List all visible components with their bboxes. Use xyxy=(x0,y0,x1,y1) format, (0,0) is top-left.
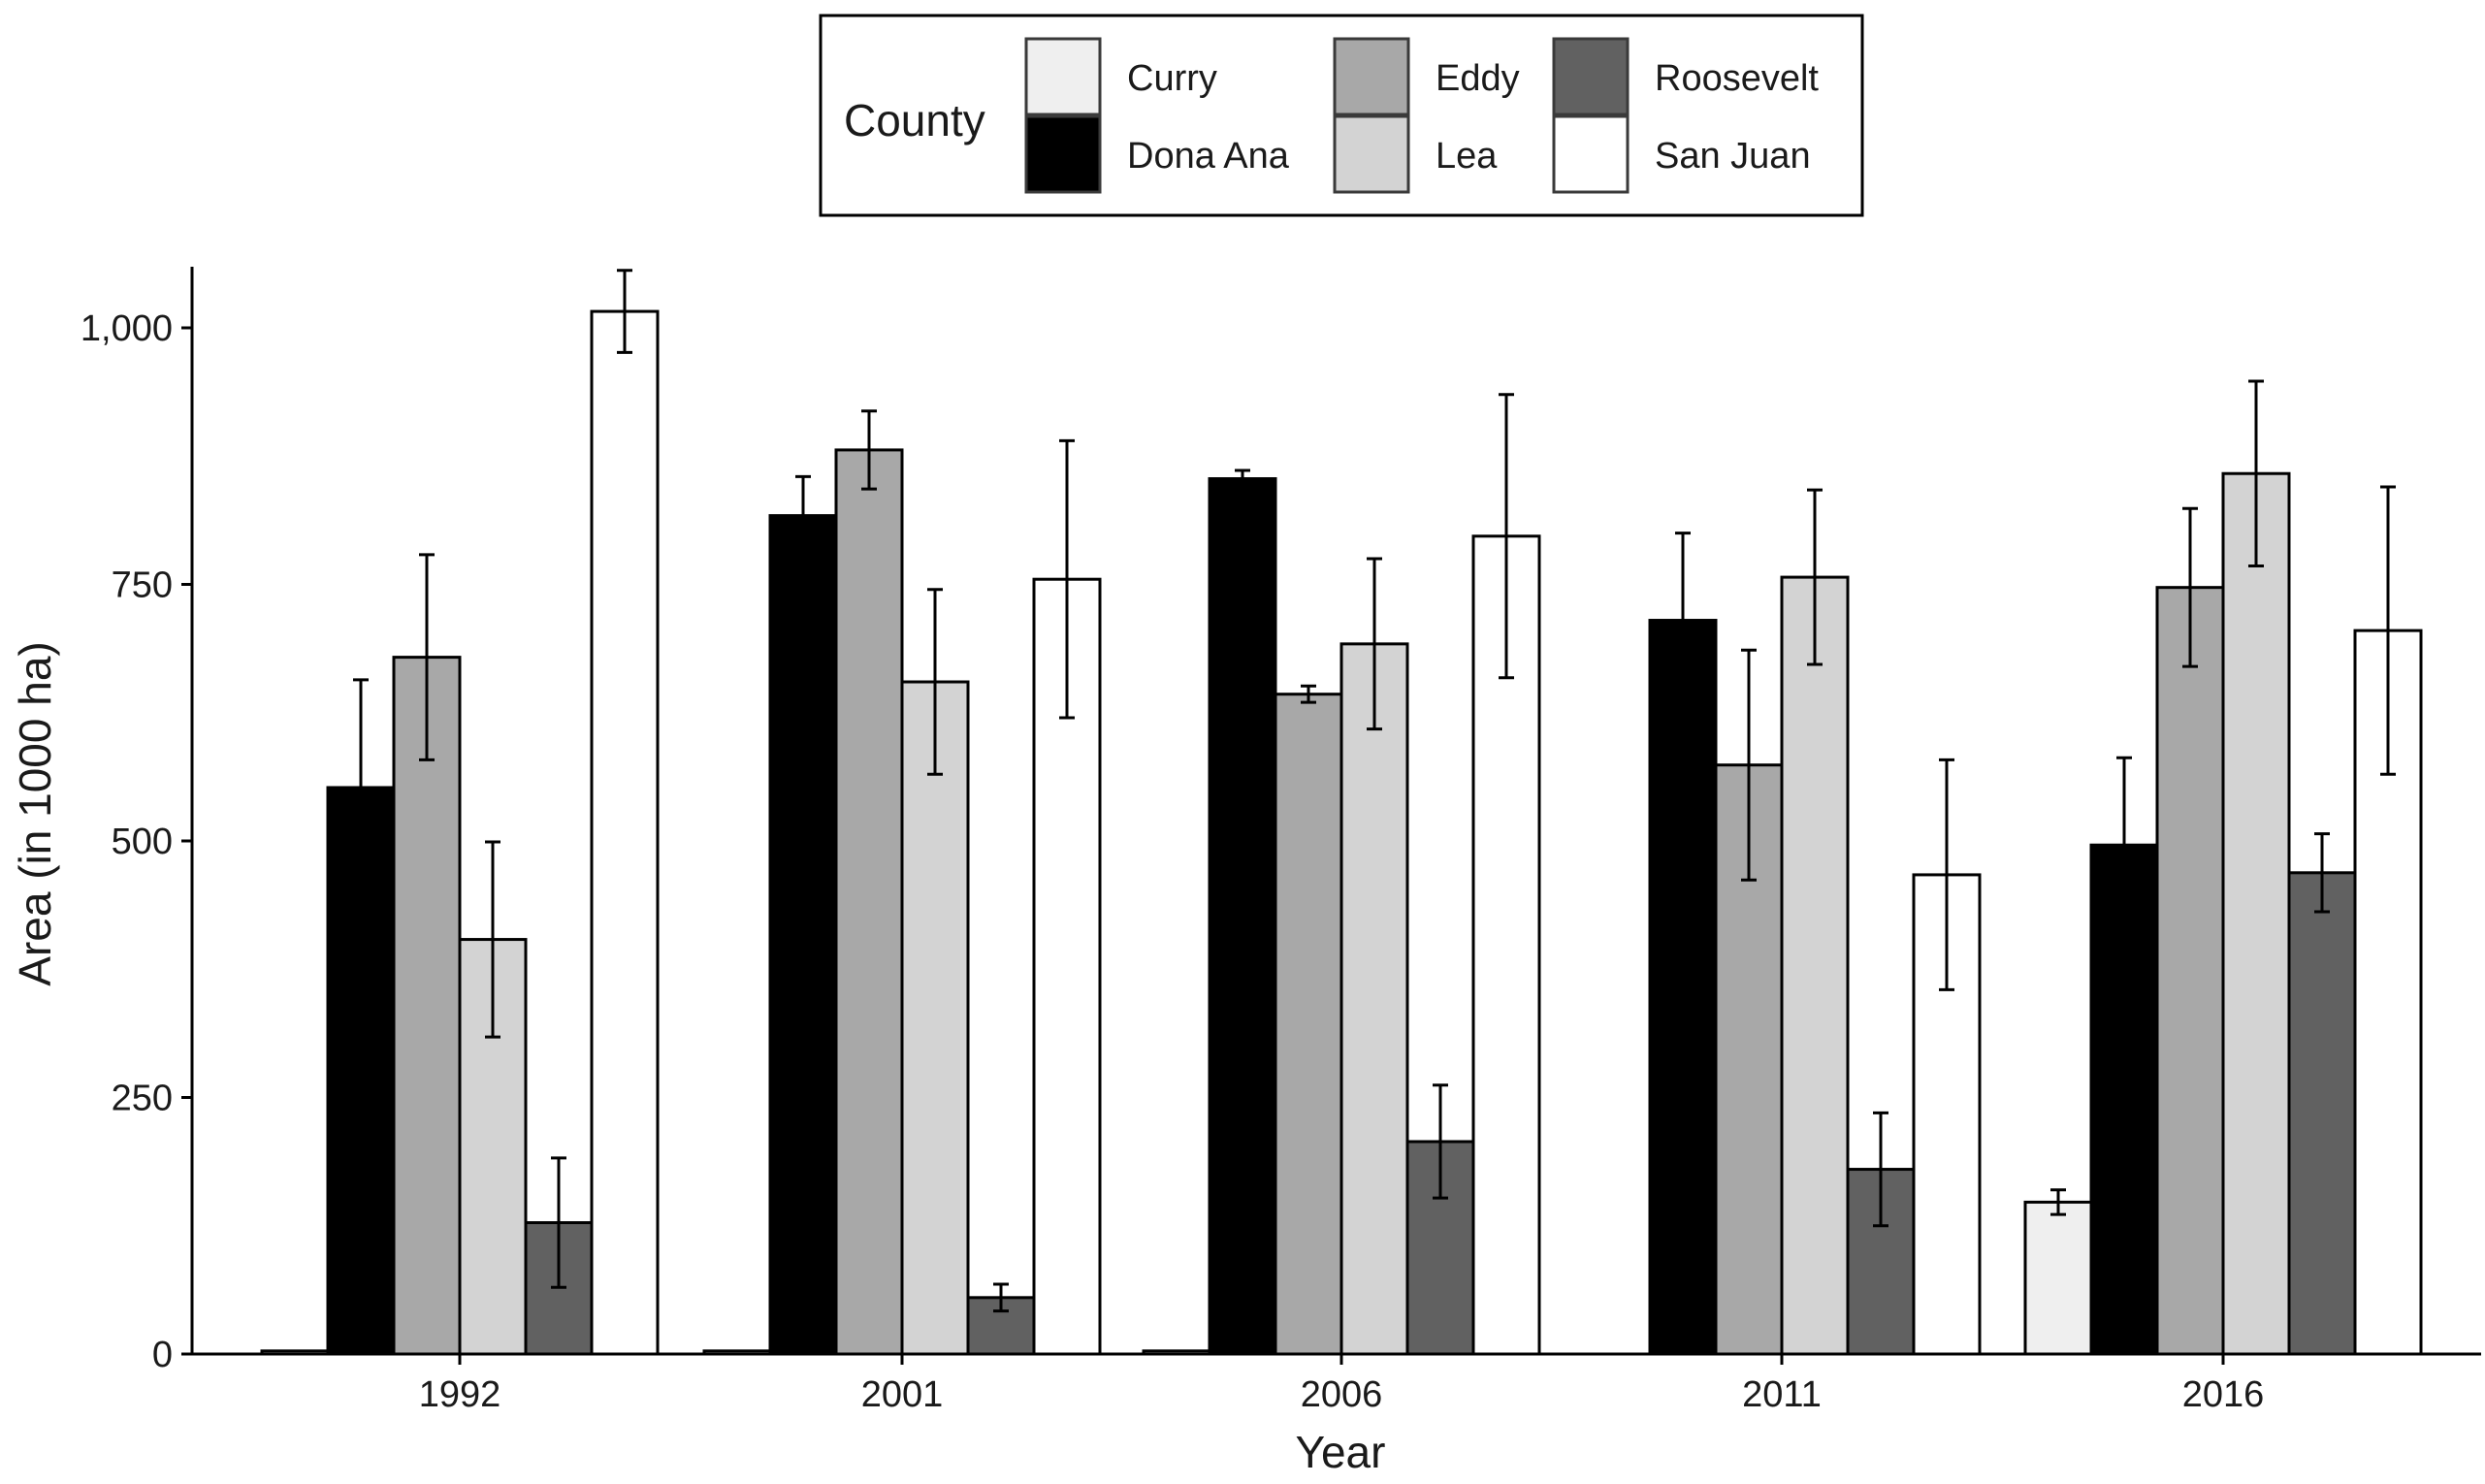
plot-area xyxy=(260,269,2423,1356)
y-axis-title: Area (in 1000 ha) xyxy=(10,641,60,985)
bar-lea-2006 xyxy=(1339,642,1409,1356)
x-tick-label: 1992 xyxy=(419,1374,501,1415)
error-bar-san-juan-2011 xyxy=(1939,758,1954,991)
legend-label-roosevelt: Roosevelt xyxy=(1655,58,1819,99)
bar-eddy-2001 xyxy=(834,448,904,1356)
legend-label-eddy: Eddy xyxy=(1436,58,1520,99)
bar-eddy-1992 xyxy=(392,656,462,1356)
error-bar-eddy-2001 xyxy=(861,409,877,491)
error-bar-roosevelt-1992 xyxy=(551,1156,566,1289)
bar-san-juan-1992 xyxy=(590,309,660,1356)
legend-key-curry xyxy=(1024,37,1102,116)
error-bar-dona-ana-2016 xyxy=(2116,756,2132,934)
bar-dona-ana-2006 xyxy=(1208,477,1277,1356)
x-tick-label: 2016 xyxy=(2182,1374,2265,1415)
error-bar-roosevelt-2016 xyxy=(2314,832,2330,914)
error-bar-lea-2006 xyxy=(1367,557,1382,731)
axes: 0 250 500 750 1,000 1992 2001 2006 2011 2016 xyxy=(81,267,2481,1415)
error-bar-curry-2016 xyxy=(2050,1188,2066,1216)
error-bar-dona-ana-2006 xyxy=(1235,468,1250,489)
error-bar-dona-ana-1992 xyxy=(353,678,369,897)
error-bar-eddy-2006 xyxy=(1301,684,1316,704)
legend-key-lea xyxy=(1333,114,1410,194)
y-tick-label: 1,000 xyxy=(81,308,173,349)
bar-curry-2016 xyxy=(2023,1200,2093,1356)
legend-key-roosevelt xyxy=(1552,37,1630,116)
legend-label-dona-ana: Dona Ana xyxy=(1127,136,1290,177)
x-tick-label: 2001 xyxy=(861,1374,944,1415)
legend-label-lea: Lea xyxy=(1436,136,1498,177)
bar-dona-ana-2011 xyxy=(1648,619,1718,1356)
y-tick-label: 750 xyxy=(112,565,173,606)
error-bar-lea-1992 xyxy=(485,840,500,1039)
error-bar-roosevelt-2006 xyxy=(1433,1083,1448,1200)
legend-key-eddy xyxy=(1333,37,1410,116)
error-bar-san-juan-2006 xyxy=(1499,393,1514,680)
error-bar-san-juan-1992 xyxy=(617,269,632,354)
x-tick-label: 2011 xyxy=(1742,1374,1822,1415)
y-tick-label: 250 xyxy=(112,1079,173,1119)
x-tick-label: 2006 xyxy=(1301,1374,1383,1415)
error-bar-eddy-2011 xyxy=(1741,648,1757,882)
legend: County Curry Dona Ana Eddy Lea Roosevelt San … xyxy=(819,14,1864,217)
error-bar-lea-2011 xyxy=(1807,488,1823,666)
bar-dona-ana-2001 xyxy=(768,514,838,1356)
legend-key-san-juan xyxy=(1552,114,1630,194)
legend-label-san-juan: San Juan xyxy=(1655,136,1811,177)
legend-title: County xyxy=(844,95,985,145)
bar-san-juan-2001 xyxy=(1032,577,1102,1356)
error-bar-eddy-2016 xyxy=(2182,506,2198,668)
bar-roosevelt-2016 xyxy=(2287,871,2357,1356)
error-bar-dona-ana-2011 xyxy=(1675,532,1691,709)
error-bar-roosevelt-2011 xyxy=(1873,1111,1888,1228)
x-axis-title: Year xyxy=(1296,1427,1386,1477)
bar-lea-2001 xyxy=(900,680,970,1356)
y-tick-label: 500 xyxy=(112,822,173,862)
y-tick-label: 0 xyxy=(152,1335,173,1375)
error-bar-roosevelt-2001 xyxy=(993,1282,1009,1313)
bar-eddy-2016 xyxy=(2155,586,2225,1356)
error-bar-lea-2016 xyxy=(2248,379,2264,567)
error-bar-eddy-1992 xyxy=(419,553,435,761)
error-bar-lea-2001 xyxy=(927,588,943,776)
bar-eddy-2006 xyxy=(1274,693,1343,1356)
error-bar-san-juan-2016 xyxy=(2380,485,2396,776)
error-bar-dona-ana-2001 xyxy=(795,474,811,557)
bar-lea-2011 xyxy=(1780,575,1850,1356)
legend-label-curry: Curry xyxy=(1127,58,1217,99)
legend-key-dona-ana xyxy=(1024,114,1102,194)
bar-lea-2016 xyxy=(2221,471,2291,1356)
error-bar-san-juan-2001 xyxy=(1059,438,1075,720)
